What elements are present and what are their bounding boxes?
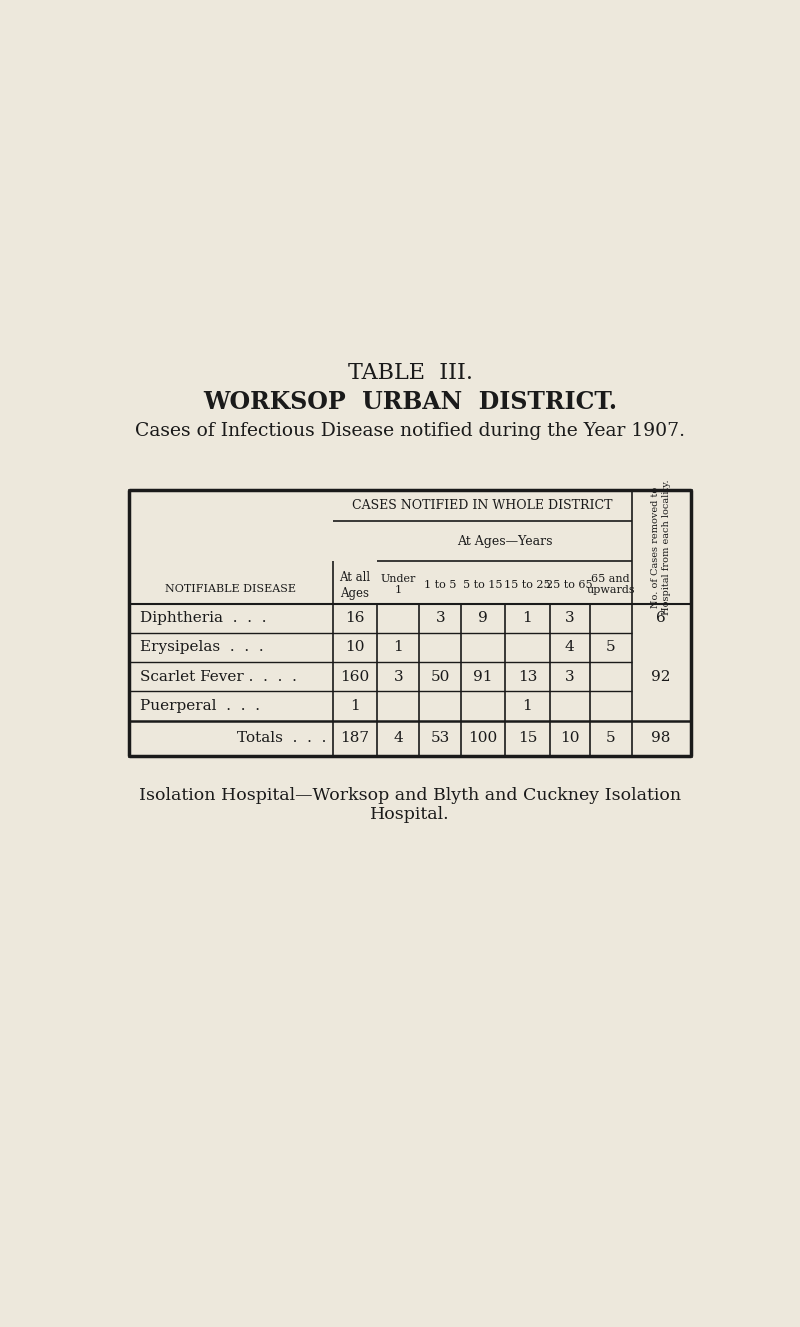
Text: 65 and
upwards: 65 and upwards <box>586 573 635 596</box>
Text: 4: 4 <box>565 641 574 654</box>
Text: 15 to 25: 15 to 25 <box>504 580 550 589</box>
Text: 9: 9 <box>478 612 488 625</box>
Text: 1: 1 <box>522 699 532 713</box>
Text: TABLE  III.: TABLE III. <box>347 362 473 385</box>
Text: 187: 187 <box>341 731 370 746</box>
Text: Under
1: Under 1 <box>381 573 416 596</box>
Text: 1: 1 <box>394 641 403 654</box>
Text: 50: 50 <box>430 670 450 683</box>
Text: Diphtheria  .  .  .: Diphtheria . . . <box>140 612 267 625</box>
Text: 92: 92 <box>651 670 671 683</box>
Text: 91: 91 <box>474 670 493 683</box>
Text: Cases of Infectious Disease notified during the Year 1907.: Cases of Infectious Disease notified dur… <box>135 422 685 441</box>
Text: 4: 4 <box>394 731 403 746</box>
Text: NOTIFIABLE DISEASE: NOTIFIABLE DISEASE <box>166 584 297 593</box>
Text: 98: 98 <box>651 731 670 746</box>
Text: 3: 3 <box>394 670 403 683</box>
Text: 1 to 5: 1 to 5 <box>424 580 457 589</box>
Bar <box>130 491 690 756</box>
Text: Totals  .  .  .: Totals . . . <box>237 731 326 746</box>
Text: At Ages—Years: At Ages—Years <box>457 535 552 548</box>
Text: 5 to 15: 5 to 15 <box>463 580 503 589</box>
Text: 10: 10 <box>560 731 579 746</box>
Text: 16: 16 <box>346 612 365 625</box>
Text: 15: 15 <box>518 731 537 746</box>
Text: 3: 3 <box>565 670 574 683</box>
Text: 25 to 65: 25 to 65 <box>546 580 593 589</box>
Text: 5: 5 <box>606 731 615 746</box>
Text: 10: 10 <box>346 641 365 654</box>
Text: Puerperal  .  .  .: Puerperal . . . <box>140 699 260 713</box>
Text: Isolation Hospital—Worksop and Blyth and Cuckney Isolation: Isolation Hospital—Worksop and Blyth and… <box>139 787 681 804</box>
Text: 5: 5 <box>606 641 615 654</box>
Text: 1: 1 <box>522 612 532 625</box>
Text: 6: 6 <box>656 612 666 625</box>
Text: At all
Ages: At all Ages <box>339 571 370 600</box>
Text: WORKSOP  URBAN  DISTRICT.: WORKSOP URBAN DISTRICT. <box>203 390 617 414</box>
Text: 1: 1 <box>350 699 360 713</box>
Text: 53: 53 <box>430 731 450 746</box>
Text: 160: 160 <box>340 670 370 683</box>
Text: 3: 3 <box>435 612 445 625</box>
Text: No. of Cases removed to
Hospital from each locality.: No. of Cases removed to Hospital from ea… <box>651 479 671 614</box>
Text: Erysipelas  .  .  .: Erysipelas . . . <box>140 641 264 654</box>
Text: CASES NOTIFIED IN WHOLE DISTRICT: CASES NOTIFIED IN WHOLE DISTRICT <box>352 499 612 512</box>
Text: 3: 3 <box>565 612 574 625</box>
Text: 13: 13 <box>518 670 537 683</box>
Text: 100: 100 <box>469 731 498 746</box>
Text: Scarlet Fever .  .  .  .: Scarlet Fever . . . . <box>140 670 297 683</box>
Text: Hospital.: Hospital. <box>370 805 450 823</box>
